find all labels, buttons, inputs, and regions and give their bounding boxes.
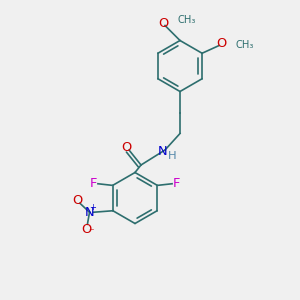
Text: N: N: [85, 206, 94, 219]
Text: F: F: [173, 177, 180, 190]
Text: O: O: [121, 141, 131, 154]
Text: CH₃: CH₃: [177, 15, 195, 25]
Text: H: H: [168, 151, 177, 161]
Text: CH₃: CH₃: [235, 40, 254, 50]
Text: F: F: [90, 177, 97, 190]
Text: +: +: [89, 202, 96, 211]
Text: O: O: [72, 194, 82, 207]
Text: O: O: [82, 223, 92, 236]
Text: N: N: [158, 145, 168, 158]
Text: O: O: [158, 16, 169, 30]
Text: ⁻: ⁻: [88, 227, 94, 237]
Text: O: O: [217, 37, 227, 50]
